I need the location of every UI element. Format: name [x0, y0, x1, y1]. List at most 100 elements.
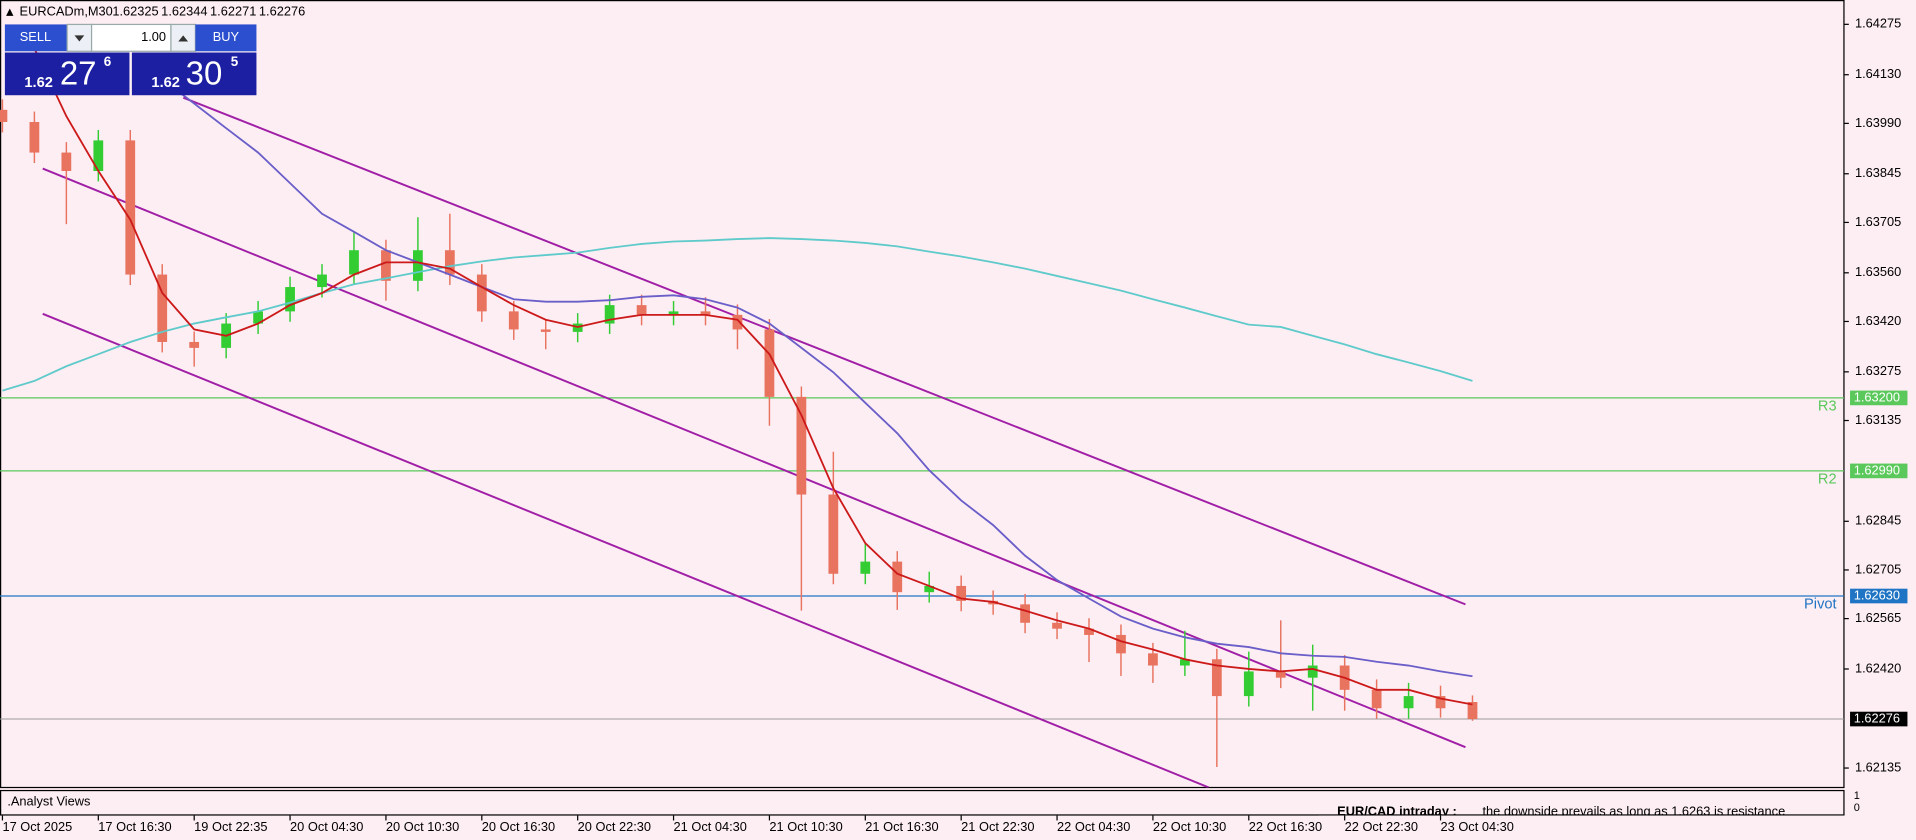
candle-body: [1020, 604, 1030, 623]
candle-body: [508, 311, 519, 330]
analysis-text: the downside prevails as long as 1.6263 …: [1482, 803, 1785, 818]
indicator-name: .Analyst Views: [7, 794, 90, 809]
x-tick-label: 20 Oct 16:30: [482, 819, 555, 834]
x-tick-label: 20 Oct 10:30: [386, 819, 459, 834]
bid-pips: 27: [60, 54, 97, 91]
candle-body: [796, 396, 807, 495]
x-tick-label: 20 Oct 04:30: [290, 819, 363, 834]
candle-body: [732, 314, 743, 330]
x-tick-label: 22 Oct 16:30: [1249, 819, 1322, 834]
x-tick-label: 23 Oct 04:30: [1441, 819, 1514, 834]
x-tick-label: 17 Oct 2025: [2, 819, 72, 834]
sell-button[interactable]: [4, 24, 68, 52]
x-tick-label: 21 Oct 22:30: [961, 819, 1034, 834]
high-price: 1.62344: [161, 4, 207, 19]
candle-body: [413, 250, 423, 281]
lot-value[interactable]: 1.00: [141, 29, 166, 44]
moving-average-line: [33, 48, 1473, 706]
candle-body: [444, 250, 455, 275]
candle-body: [1084, 628, 1094, 635]
last-price-box: [1850, 711, 1908, 727]
x-tick-label: 21 Oct 16:30: [865, 819, 938, 834]
candle-body: [1307, 665, 1318, 678]
candle-body: [0, 109, 8, 122]
candle-body: [125, 140, 136, 275]
symbol: EURCADm,M30: [20, 4, 113, 19]
y-tick-label: 1.62845: [1855, 513, 1901, 528]
analysis-headline: EUR/CAD intraday :: [1337, 803, 1457, 818]
y-tick-label: 1.63275: [1855, 363, 1901, 378]
level-price-label: 1.63200: [1854, 389, 1900, 404]
last-price-label: 1.62276: [1854, 710, 1900, 725]
y-tick-label: 1.63420: [1855, 313, 1901, 328]
level-name: R3: [1818, 398, 1837, 414]
candle-body: [668, 311, 679, 315]
ask-big: 1.62: [151, 75, 180, 91]
x-tick-label: 21 Oct 04:30: [674, 819, 747, 834]
y-tick-label: 1.63845: [1855, 165, 1901, 180]
candle-body: [285, 287, 295, 312]
candle-body: [253, 311, 263, 324]
moving-average-line: [2, 237, 1473, 392]
plot-layer: [0, 48, 1844, 788]
level-price-box: [1850, 588, 1908, 604]
subwindow-clip: [1318, 815, 1844, 820]
candle-body: [764, 329, 775, 397]
y-tick-label: 1.63990: [1855, 115, 1901, 130]
close-price: 1.62276: [259, 4, 305, 19]
bid-fraction: 6: [104, 54, 111, 69]
candle-body: [1052, 622, 1062, 629]
y-tick-label: 1.62705: [1855, 561, 1901, 576]
candle-body: [540, 329, 551, 332]
channel-line: [182, 96, 1466, 606]
x-tick-label: 19 Oct 22:35: [194, 819, 267, 834]
buy-label[interactable]: BUY: [213, 29, 240, 44]
buy-button[interactable]: [195, 24, 257, 52]
candle-body: [1435, 696, 1446, 709]
candle-body: [1148, 653, 1158, 666]
plot-frame: [0, 0, 1845, 789]
candle-body: [604, 305, 615, 324]
candle-body: [1403, 696, 1414, 709]
level-price-label: 1.62630: [1854, 587, 1900, 602]
y-tick-label: 1.63705: [1855, 214, 1901, 229]
up-arrow: [178, 35, 189, 42]
level-name: R2: [1818, 471, 1837, 487]
y-tick-label: 1.62135: [1855, 759, 1901, 774]
channel-line: [42, 167, 1466, 749]
x-tick-label: 20 Oct 22:30: [578, 819, 651, 834]
low-price: 1.62271: [210, 4, 256, 19]
candle-body: [189, 341, 200, 348]
trade-panel: SELL 1.00 BUY 1.62 27 6 1.62 30 5: [4, 23, 257, 96]
lot-increase[interactable]: [170, 23, 196, 52]
candle-body: [860, 561, 871, 574]
collapse-arrow[interactable]: [6, 8, 14, 16]
ask-fraction: 5: [231, 54, 239, 69]
candle-body: [1243, 671, 1254, 697]
candle-body: [93, 140, 104, 171]
y-tick-label: 1.64275: [1855, 16, 1901, 31]
sell-label[interactable]: SELL: [20, 29, 51, 44]
down-arrow: [74, 35, 85, 42]
bid-box[interactable]: [4, 52, 130, 96]
ask-pips: 30: [186, 54, 223, 91]
y-tick-label: 1.62565: [1855, 610, 1901, 625]
candle-body: [381, 250, 391, 281]
candle-body: [700, 311, 711, 315]
level-price-box: [1850, 390, 1908, 406]
x-tick-label: 22 Oct 10:30: [1153, 819, 1226, 834]
candle-body: [29, 121, 40, 153]
candle-body: [892, 561, 903, 593]
ask-box[interactable]: [131, 52, 257, 96]
candle-body: [1179, 659, 1190, 666]
y-tick-label: 1.64130: [1855, 66, 1901, 81]
candle-body: [476, 274, 487, 312]
level-price-label: 1.62990: [1854, 462, 1900, 477]
open-price: 1.62325: [112, 4, 158, 19]
subwindow-frame: [0, 789, 1845, 816]
y-tick-label: 1.62420: [1855, 660, 1901, 675]
candle-body: [317, 274, 327, 288]
